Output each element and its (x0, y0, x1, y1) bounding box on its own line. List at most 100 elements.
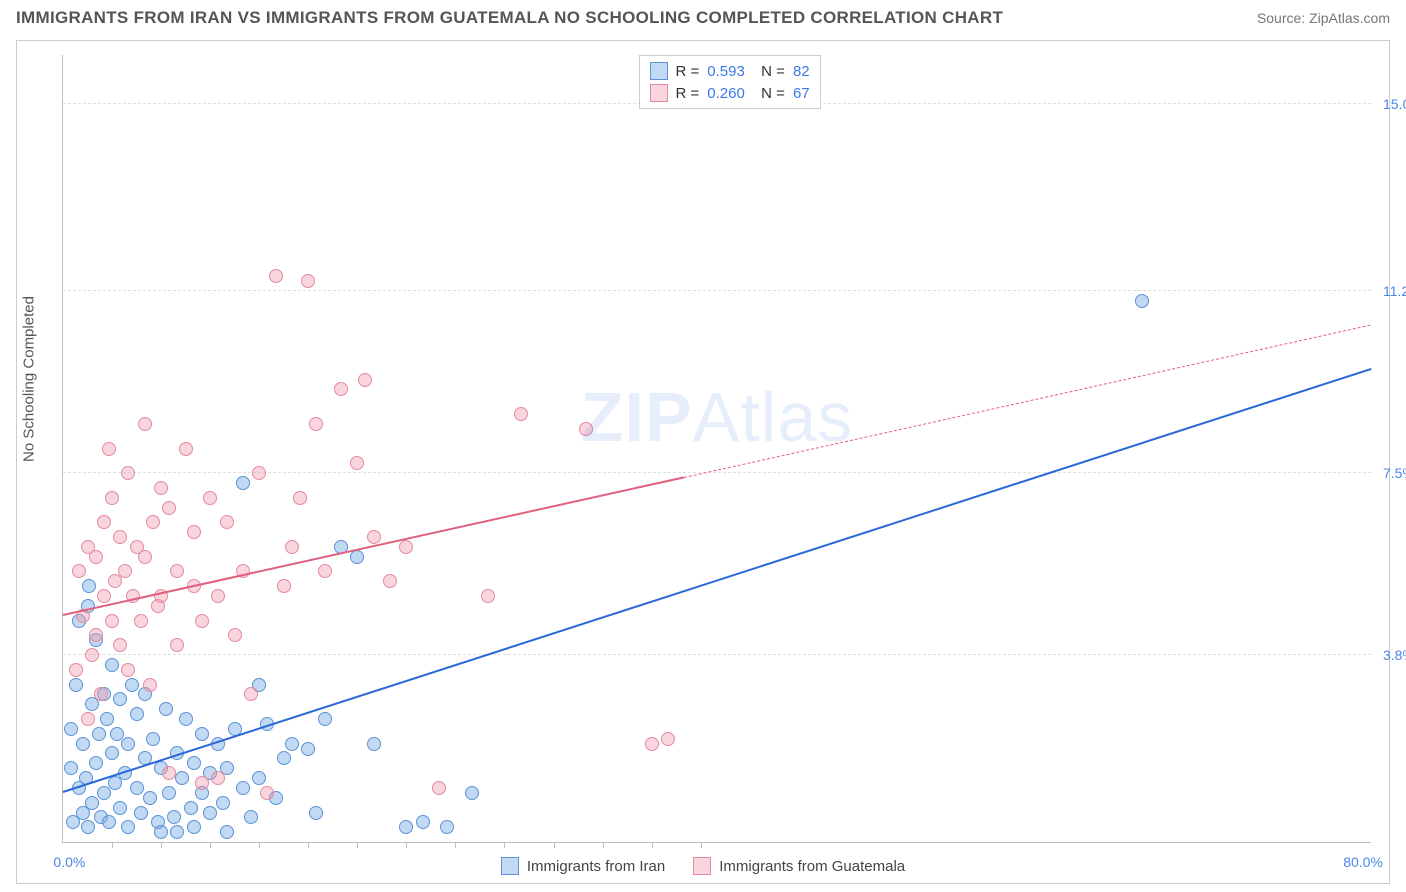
scatter-point (252, 771, 266, 785)
scatter-point (195, 776, 209, 790)
scatter-point (244, 687, 258, 701)
scatter-point (211, 771, 225, 785)
scatter-point (285, 737, 299, 751)
chart-title: IMMIGRANTS FROM IRAN VS IMMIGRANTS FROM … (16, 8, 1003, 28)
scatter-point (203, 806, 217, 820)
y-tick-label: 7.5% (1375, 465, 1406, 481)
trendline (63, 476, 685, 616)
scatter-point (367, 530, 381, 544)
legend-r-label: R = (676, 63, 700, 80)
scatter-point (220, 515, 234, 529)
scatter-point (138, 417, 152, 431)
scatter-point (367, 737, 381, 751)
legend-item: Immigrants from Iran (501, 857, 665, 875)
scatter-point (162, 786, 176, 800)
legend-n-value: 82 (793, 63, 810, 80)
scatter-point (72, 564, 86, 578)
scatter-point (154, 825, 168, 839)
scatter-point (64, 761, 78, 775)
scatter-point (269, 269, 283, 283)
scatter-point (102, 815, 116, 829)
scatter-point (154, 481, 168, 495)
scatter-point (514, 407, 528, 421)
x-tick (161, 842, 162, 848)
scatter-point (309, 806, 323, 820)
scatter-point (277, 751, 291, 765)
scatter-point (89, 756, 103, 770)
scatter-point (301, 274, 315, 288)
scatter-point (118, 564, 132, 578)
trendline (63, 368, 1372, 793)
legend-r-value: 0.593 (707, 63, 745, 80)
scatter-point (105, 491, 119, 505)
scatter-point (89, 628, 103, 642)
legend-swatch (650, 84, 668, 102)
x-tick (259, 842, 260, 848)
scatter-point (100, 712, 114, 726)
scatter-point (138, 550, 152, 564)
scatter-point (195, 614, 209, 628)
scatter-point (105, 614, 119, 628)
scatter-point (187, 756, 201, 770)
scatter-point (645, 737, 659, 751)
legend-swatch (693, 857, 711, 875)
scatter-point (399, 820, 413, 834)
scatter-point (399, 540, 413, 554)
x-tick (210, 842, 211, 848)
scatter-point (220, 825, 234, 839)
scatter-point (130, 781, 144, 795)
scatter-point (318, 564, 332, 578)
x-tick (701, 842, 702, 848)
x-tick (603, 842, 604, 848)
scatter-point (121, 466, 135, 480)
scatter-point (81, 820, 95, 834)
scatter-point (134, 806, 148, 820)
scatter-point (167, 810, 181, 824)
scatter-point (318, 712, 332, 726)
scatter-point (236, 476, 250, 490)
scatter-point (203, 491, 217, 505)
x-tick (357, 842, 358, 848)
scatter-point (211, 589, 225, 603)
legend-row: R = 0.260 N = 67 (650, 82, 810, 104)
legend-item: Immigrants from Guatemala (693, 857, 905, 875)
scatter-point (358, 373, 372, 387)
scatter-point (76, 737, 90, 751)
y-tick-label: 15.0% (1375, 96, 1406, 112)
scatter-point (465, 786, 479, 800)
scatter-point (175, 771, 189, 785)
chart-source: Source: ZipAtlas.com (1257, 10, 1390, 26)
scatter-point (252, 466, 266, 480)
legend-r-label: R = (676, 85, 700, 102)
scatter-point (102, 442, 116, 456)
scatter-point (293, 491, 307, 505)
scatter-point (244, 810, 258, 824)
scatter-point (228, 628, 242, 642)
scatter-point (97, 515, 111, 529)
scatter-point (216, 796, 230, 810)
scatter-point (1135, 294, 1149, 308)
scatter-point (146, 732, 160, 746)
chart-container: No Schooling Completed ZIPAtlas R = 0.59… (16, 40, 1390, 884)
scatter-point (416, 815, 430, 829)
scatter-point (143, 791, 157, 805)
scatter-point (125, 678, 139, 692)
scatter-point (92, 727, 106, 741)
scatter-point (121, 663, 135, 677)
scatter-point (187, 820, 201, 834)
scatter-point (170, 564, 184, 578)
scatter-point (64, 722, 78, 736)
scatter-point (334, 382, 348, 396)
scatter-point (113, 692, 127, 706)
legend-row: R = 0.593 N = 82 (650, 60, 810, 82)
scatter-point (236, 781, 250, 795)
gridline: 11.2% (63, 290, 1371, 291)
legend-n-label: N = (753, 85, 785, 102)
scatter-point (94, 687, 108, 701)
scatter-point (89, 550, 103, 564)
scatter-point (105, 746, 119, 760)
scatter-point (130, 707, 144, 721)
scatter-point (85, 796, 99, 810)
scatter-point (277, 579, 291, 593)
scatter-point (97, 589, 111, 603)
